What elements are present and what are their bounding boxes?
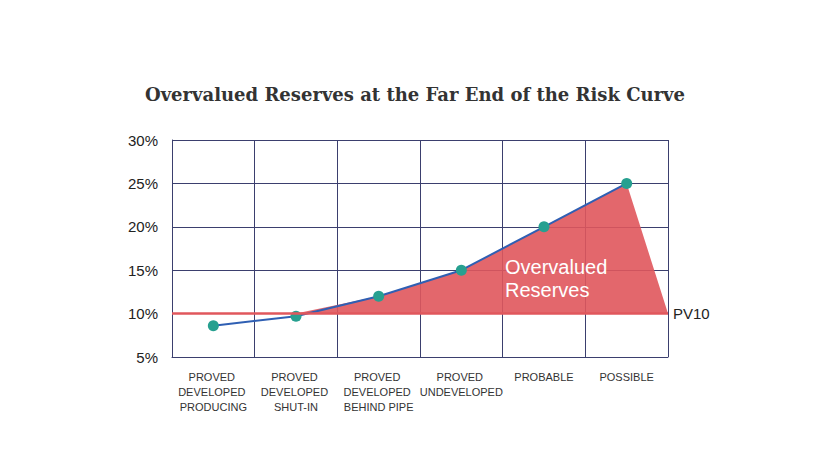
svg-text:PROBABLE: PROBABLE [514, 371, 573, 383]
svg-text:20%: 20% [128, 218, 158, 235]
svg-text:PV10: PV10 [673, 305, 710, 322]
svg-text:Overvalued Reserves at the Far: Overvalued Reserves at the Far End of th… [145, 84, 685, 105]
svg-text:POSSIBLE: POSSIBLE [599, 371, 653, 383]
svg-text:DEVELOPED: DEVELOPED [178, 386, 248, 398]
svg-text:DEVELOPED: DEVELOPED [261, 386, 331, 398]
svg-text:BEHIND PIPE: BEHIND PIPE [344, 401, 414, 413]
svg-text:PROVED: PROVED [354, 371, 404, 383]
svg-text:PROVED: PROVED [189, 371, 239, 383]
svg-text:Overvalued: Overvalued [505, 256, 613, 278]
svg-text:UNDEVELOPED: UNDEVELOPED [420, 386, 503, 398]
svg-text:30%: 30% [128, 132, 158, 149]
svg-text:SHUT-IN: SHUT-IN [274, 401, 318, 413]
svg-text:PROVED: PROVED [437, 371, 487, 383]
svg-text:DEVELOPED: DEVELOPED [344, 386, 414, 398]
svg-text:PROVED: PROVED [271, 371, 321, 383]
svg-text:25%: 25% [128, 175, 158, 192]
svg-text:10%: 10% [128, 305, 158, 322]
svg-text:Reserves: Reserves [505, 279, 589, 301]
svg-text:PRODUCING: PRODUCING [180, 401, 247, 413]
svg-text:15%: 15% [128, 262, 158, 279]
svg-text:5%: 5% [136, 349, 158, 366]
